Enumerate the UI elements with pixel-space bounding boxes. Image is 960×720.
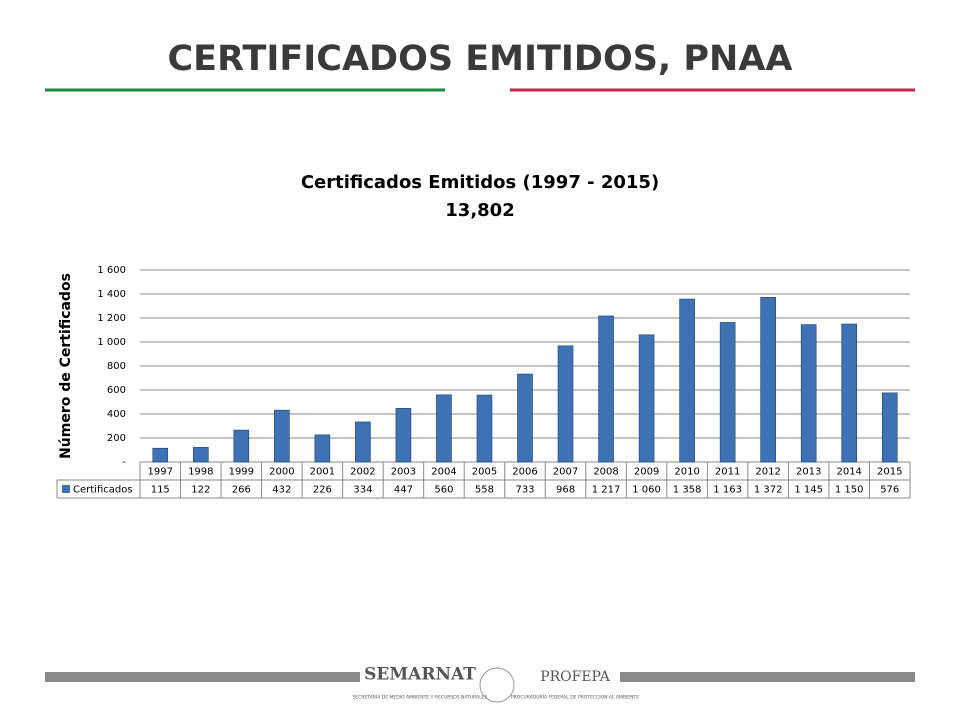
footer-logo-bg bbox=[360, 655, 620, 715]
table-value: 122 bbox=[191, 485, 210, 496]
x-tick-label: 1997 bbox=[148, 467, 173, 478]
table-value: 576 bbox=[880, 485, 899, 496]
x-tick-label: 2005 bbox=[472, 467, 497, 478]
table-value: 1 163 bbox=[713, 485, 742, 496]
table-value: 447 bbox=[394, 485, 413, 496]
x-tick-label: 2015 bbox=[877, 467, 902, 478]
bar bbox=[517, 373, 533, 463]
bar bbox=[476, 394, 493, 463]
x-tick-label: 2003 bbox=[391, 467, 416, 478]
x-tick-label: 2009 bbox=[634, 467, 659, 478]
y-tick-label: 800 bbox=[107, 361, 126, 372]
x-tick-label: 2013 bbox=[796, 467, 821, 478]
bar bbox=[557, 345, 574, 463]
bar bbox=[841, 323, 858, 463]
x-tick-label: 1998 bbox=[188, 467, 213, 478]
x-tick-label: 2014 bbox=[836, 467, 861, 478]
table-value: 432 bbox=[272, 485, 291, 496]
profepa-logo: PROFEPA bbox=[540, 669, 611, 685]
y-tick-label: 1 400 bbox=[97, 289, 126, 300]
legend-swatch bbox=[62, 485, 70, 493]
y-tick-label: 1 000 bbox=[97, 337, 126, 348]
x-tick-label: 2002 bbox=[350, 467, 375, 478]
slide-title: CERTIFICADOS EMITIDOS, PNAA bbox=[167, 39, 792, 79]
x-tick-label: 1999 bbox=[229, 467, 254, 478]
x-tick-label: 2010 bbox=[674, 467, 699, 478]
y-tick-label: 400 bbox=[107, 409, 126, 420]
y-tick-label: 1 200 bbox=[97, 313, 126, 324]
bar bbox=[192, 447, 209, 463]
legend-label: Certificados bbox=[73, 485, 133, 496]
x-tick-label: 2011 bbox=[715, 467, 740, 478]
y-tick-label: 600 bbox=[107, 385, 126, 396]
bar bbox=[152, 447, 169, 463]
bar bbox=[395, 408, 412, 463]
x-tick-label: 2007 bbox=[553, 467, 578, 478]
semarnat-logo: SEMARNAT bbox=[364, 665, 476, 685]
table-value: 968 bbox=[556, 485, 575, 496]
table-value: 334 bbox=[353, 485, 372, 496]
x-tick-label: 2001 bbox=[310, 467, 335, 478]
x-tick-label: 2008 bbox=[593, 467, 618, 478]
chart-title: Certificados Emitidos (1997 - 2015) bbox=[301, 172, 659, 193]
y-tick-label: - bbox=[122, 457, 126, 468]
table-value: 1 145 bbox=[794, 485, 823, 496]
table-value: 266 bbox=[232, 485, 251, 496]
bar bbox=[314, 434, 331, 463]
y-tick-label: 200 bbox=[107, 433, 126, 444]
bar bbox=[881, 392, 898, 463]
bar bbox=[719, 322, 736, 463]
y-axis-label: Número de Certificados bbox=[58, 273, 74, 459]
bar bbox=[274, 409, 290, 463]
bar bbox=[355, 421, 371, 463]
x-tick-label: 2012 bbox=[755, 467, 780, 478]
bar bbox=[436, 394, 452, 463]
table-value: 226 bbox=[313, 485, 332, 496]
table-value: 560 bbox=[434, 485, 453, 496]
x-tick-label: 2004 bbox=[431, 467, 456, 478]
x-tick-label: 2000 bbox=[269, 467, 294, 478]
bar bbox=[679, 298, 695, 463]
table-value: 558 bbox=[475, 485, 494, 496]
chart-subtitle: 13,802 bbox=[445, 200, 514, 221]
table-value: 115 bbox=[151, 485, 170, 496]
bar bbox=[598, 315, 614, 463]
table-value: 1 150 bbox=[835, 485, 864, 496]
table-value: 1 372 bbox=[754, 485, 783, 496]
table-value: 1 358 bbox=[673, 485, 702, 496]
table-value: 1 060 bbox=[632, 485, 661, 496]
table-value: 733 bbox=[515, 485, 534, 496]
semarnat-sub: SECRETARÍA DE MEDIO AMBIENTE Y RECURSOS … bbox=[353, 694, 488, 701]
profepa-sub: PROCURADURÍA FEDERAL DE PROTECCIÓN AL AM… bbox=[511, 694, 639, 701]
bar bbox=[638, 334, 655, 463]
bar bbox=[800, 324, 817, 463]
bar bbox=[760, 297, 776, 463]
bar bbox=[233, 429, 250, 463]
table-value: 1 217 bbox=[592, 485, 621, 496]
y-tick-label: 1 600 bbox=[97, 265, 126, 276]
seal bbox=[479, 667, 515, 703]
x-tick-label: 2006 bbox=[512, 467, 537, 478]
